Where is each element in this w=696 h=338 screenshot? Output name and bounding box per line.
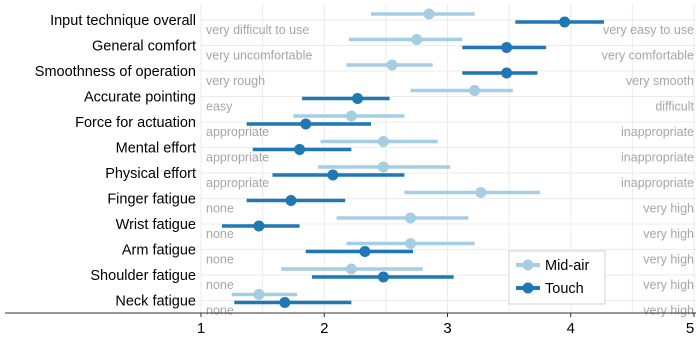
right-anchor-label: very high: [643, 278, 694, 292]
category-label-arm-fatigue: Arm fatigue: [122, 243, 196, 259]
right-anchor-label: very comfortable: [602, 49, 694, 63]
mean-point-mid-air: [377, 161, 389, 173]
gridlines: [200, 4, 696, 313]
left-anchor-label: very difficult to use: [206, 23, 309, 37]
mean-point-mid-air: [405, 212, 417, 224]
data-marks: [221, 8, 605, 308]
legend-label-touch: Touch: [545, 281, 584, 297]
mean-point-mid-air: [345, 263, 357, 275]
mean-point-mid-air: [405, 238, 417, 249]
mean-point-touch: [352, 93, 364, 104]
left-anchor-label: easy: [206, 100, 233, 114]
category-label-shoulder-fatigue: Shoulder fatigue: [90, 268, 196, 284]
legend-swatch-touch-dot: [522, 282, 534, 294]
x-tick-label: 1: [197, 320, 205, 337]
left-anchor-label: appropriate: [206, 176, 269, 190]
mean-point-touch: [359, 246, 371, 257]
mean-point-touch: [501, 42, 513, 53]
x-tick-label: 3: [443, 320, 451, 337]
left-anchor-label: none: [206, 304, 234, 318]
category-labels: Input technique overall General comfort Sm…: [35, 13, 196, 310]
left-anchor-label: very rough: [206, 74, 265, 88]
legend-label-mid-air: Mid-air: [545, 258, 589, 274]
category-label-general-comfort: General comfort: [92, 39, 196, 55]
category-label-wrist-fatigue: Wrist fatigue: [116, 217, 196, 233]
category-label-neck-fatigue: Neck fatigue: [115, 294, 196, 310]
category-label-force-for-actuation: Force for actuation: [75, 115, 196, 131]
mean-point-mid-air: [253, 289, 265, 300]
x-tick-label: 4: [567, 320, 575, 337]
mean-point-mid-air: [475, 187, 487, 198]
mean-point-touch: [377, 271, 389, 283]
right-anchor-label: very smooth: [626, 74, 694, 88]
category-label-mental-effort: Mental effort: [116, 141, 196, 157]
mean-point-touch: [279, 297, 291, 308]
mean-point-mid-air: [386, 59, 398, 71]
scale-anchor-labels: very difficult to use very uncomfortable v…: [206, 23, 695, 318]
left-anchor-label: none: [206, 278, 234, 292]
right-anchor-label: difficult: [655, 100, 694, 114]
left-anchor-label: none: [206, 202, 234, 216]
mean-point-touch: [327, 169, 339, 181]
left-anchor-label: none: [206, 227, 234, 241]
mean-point-touch: [294, 144, 306, 155]
mean-point-mid-air: [469, 85, 481, 96]
mean-point-mid-air: [411, 34, 423, 45]
category-label-accurate-pointing: Accurate pointing: [84, 90, 196, 106]
category-label-finger-fatigue: Finger fatigue: [107, 192, 196, 208]
mean-point-touch: [253, 220, 265, 232]
left-anchor-label: none: [206, 253, 234, 267]
left-anchor-label: very uncomfortable: [206, 49, 312, 63]
right-anchor-label: very easy to use: [603, 23, 694, 37]
mean-point-mid-air: [423, 8, 435, 20]
right-anchor-label: inappropriate: [621, 151, 694, 165]
legend-box: [508, 250, 606, 305]
x-tick-label: 5: [686, 320, 694, 337]
left-anchor-label: appropriate: [206, 151, 269, 165]
mean-point-mid-air: [345, 110, 357, 122]
mean-point-touch: [501, 67, 513, 79]
legend: Mid-air Touch: [508, 250, 606, 305]
mean-point-touch: [559, 16, 571, 28]
x-axis: 1 2 3 4 5: [5, 312, 696, 337]
right-anchor-label: very high: [643, 202, 694, 216]
right-anchor-label: very high: [643, 304, 694, 318]
category-label-physical-effort: Physical effort: [105, 166, 196, 182]
right-anchor-label: inappropriate: [621, 125, 694, 139]
x-tick-label: 2: [320, 320, 328, 337]
right-anchor-label: very high: [643, 253, 694, 267]
mean-point-mid-air: [377, 136, 389, 147]
mean-point-touch: [300, 118, 312, 130]
legend-swatch-mid-air-dot: [522, 259, 534, 271]
right-anchor-label: very high: [643, 227, 694, 241]
left-anchor-label: appropriate: [206, 125, 269, 139]
right-anchor-label: inappropriate: [621, 176, 694, 190]
category-label-smoothness-of-operation: Smoothness of operation: [35, 64, 196, 80]
category-label-input-technique-overall: Input technique overall: [50, 13, 196, 29]
mean-point-touch: [285, 195, 297, 206]
